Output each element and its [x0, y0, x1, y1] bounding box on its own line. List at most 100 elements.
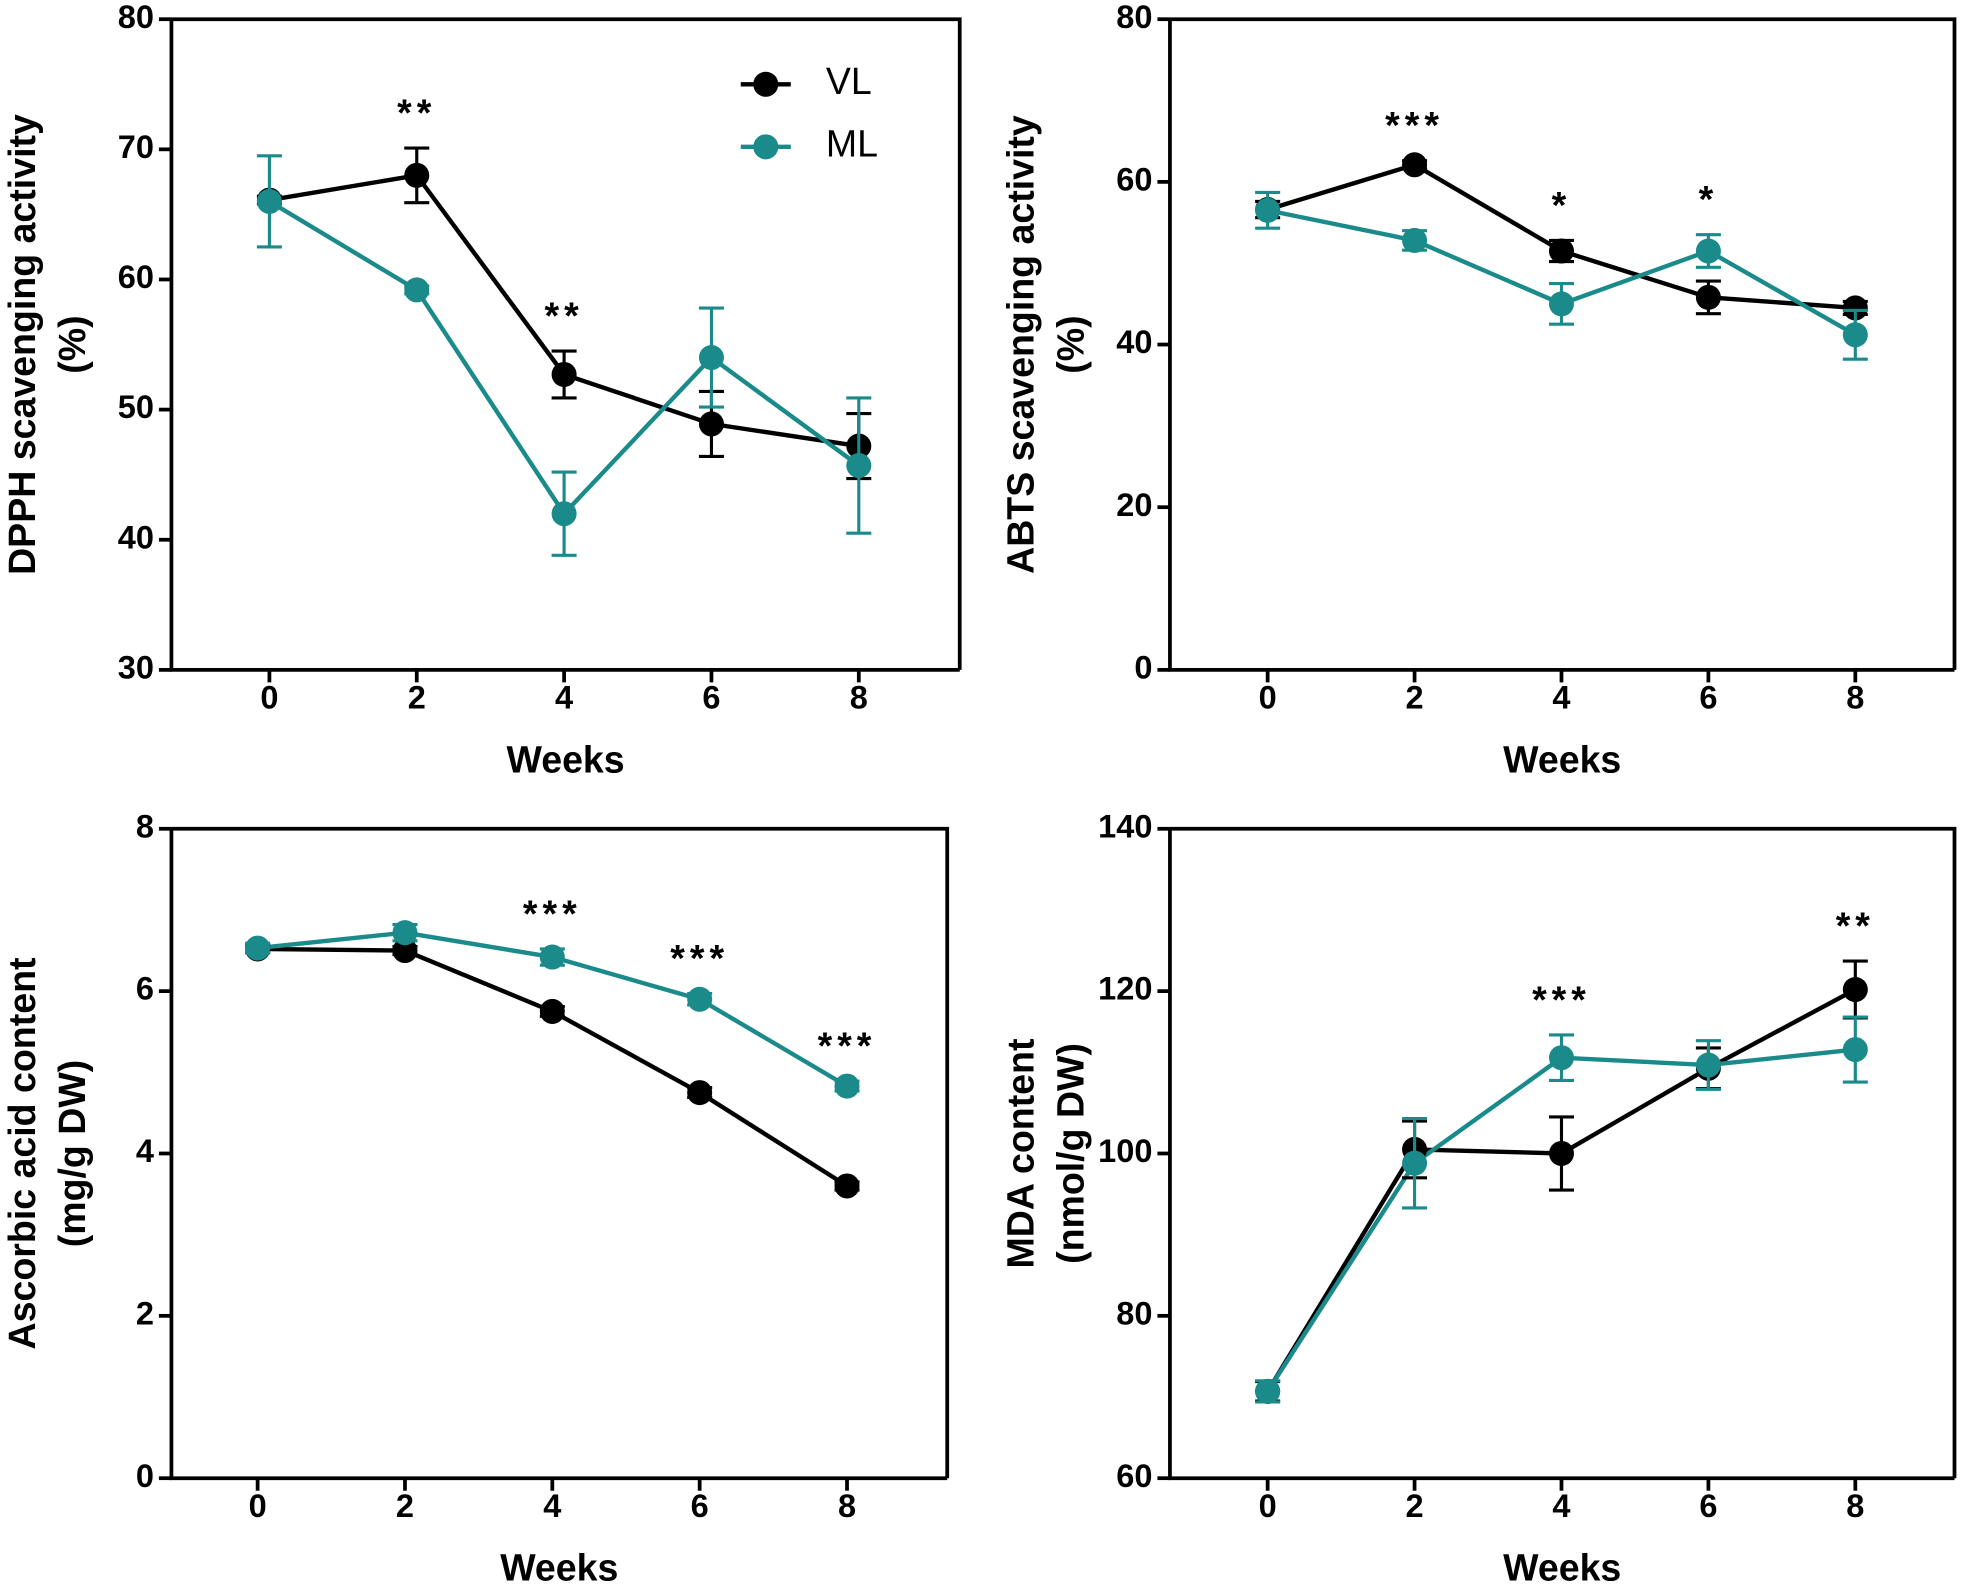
y-tick-label: 120 — [1098, 971, 1152, 1007]
data-point — [1695, 284, 1721, 310]
x-axis-label: Weeks — [500, 1547, 618, 1589]
data-point — [1255, 1378, 1281, 1404]
x-tick-label: 4 — [1552, 1488, 1570, 1524]
data-point — [539, 998, 565, 1024]
x-axis-label: Weeks — [1503, 1547, 1621, 1589]
data-point — [1548, 1140, 1574, 1167]
chart: 0 20 40 60 80 0 2 4 6 8 Weeks ABTS scavenging activ… — [999, 0, 1957, 780]
data-point — [687, 986, 713, 1012]
y-axis-label: (nmol/g DW) — [1050, 1043, 1092, 1264]
data-point — [1255, 197, 1281, 223]
x-tick-label: 2 — [1406, 1488, 1424, 1524]
data-point — [1842, 295, 1868, 321]
y-tick-label: 60 — [1116, 161, 1152, 197]
data-point — [404, 162, 430, 188]
x-tick-label: 0 — [1259, 1488, 1277, 1524]
data-point — [1695, 238, 1721, 264]
data-point — [687, 1080, 713, 1106]
x-tick-label: 4 — [1552, 679, 1570, 715]
x-tick-label: 8 — [1846, 679, 1864, 715]
significance-label: * — [1552, 184, 1572, 226]
axes — [1169, 826, 1957, 1479]
significance-label: ** — [397, 91, 436, 133]
y-tick-label: 60 — [1116, 1458, 1152, 1494]
y-tick-label: 70 — [118, 129, 154, 165]
series-line — [257, 946, 849, 1188]
y-tick-label: 8 — [136, 808, 154, 844]
legend-label: VL — [826, 60, 872, 102]
chart: 30 40 50 60 70 80 0 2 4 6 8 Weeks DPPH scavenging ac… — [1, 0, 962, 780]
x-axis-label: Weeks — [506, 738, 624, 780]
y-tick-label: 50 — [118, 389, 154, 425]
data-point — [1695, 1052, 1721, 1078]
x-tick-label: 0 — [1259, 679, 1277, 715]
chart: 60 80 100 120 140 0 2 4 6 8 Weeks MDA content (nmol/… — [999, 808, 1957, 1589]
significance-label: * — [1699, 178, 1719, 220]
data-point — [551, 361, 577, 387]
significance-label: *** — [523, 892, 582, 934]
y-axis-label: Ascorbic acid content — [1, 957, 43, 1349]
data-point — [698, 345, 724, 371]
y-axis-label: DPPH scavenging activity — [1, 114, 43, 575]
data-point — [404, 277, 430, 303]
y-axis-label: (%) — [51, 315, 93, 373]
axes — [171, 17, 962, 670]
significance-label: *** — [818, 1025, 877, 1067]
data-point — [1402, 1150, 1428, 1176]
x-tick-label: 2 — [408, 679, 426, 715]
significance-label: ** — [544, 294, 583, 336]
data-point — [834, 1073, 860, 1099]
data-point — [539, 944, 565, 970]
y-tick-label: 80 — [1116, 0, 1152, 35]
y-axis-label: (%) — [1050, 315, 1092, 373]
axes — [171, 826, 950, 1479]
data-point — [392, 938, 418, 964]
data-point — [1548, 238, 1574, 264]
data-point — [698, 411, 724, 437]
y-tick-label: 6 — [136, 971, 154, 1007]
data-point — [245, 935, 271, 961]
data-point — [256, 188, 282, 214]
y-tick-label: 100 — [1098, 1133, 1152, 1169]
x-tick-label: 6 — [702, 679, 720, 715]
x-tick-label: 4 — [543, 1488, 561, 1524]
x-axis-label: Weeks — [1503, 738, 1621, 780]
x-tick-label: 6 — [691, 1488, 709, 1524]
data-point — [1548, 1045, 1574, 1071]
y-tick-label: 40 — [1116, 324, 1152, 360]
data-point — [1402, 227, 1428, 253]
axes — [169, 19, 960, 672]
y-tick-label: 80 — [118, 0, 154, 35]
y-tick-label: 2 — [136, 1295, 154, 1331]
x-tick-label: 6 — [1699, 679, 1717, 715]
legend-marker — [753, 134, 779, 160]
x-tick-label: 2 — [1406, 679, 1424, 715]
y-tick-label: 60 — [118, 259, 154, 295]
x-tick-label: 2 — [396, 1488, 414, 1524]
x-tick-label: 6 — [1699, 1488, 1717, 1524]
axes — [1168, 19, 1955, 672]
data-point — [1842, 322, 1868, 348]
x-tick-label: 0 — [249, 1488, 267, 1524]
significance-label: *** — [670, 937, 729, 979]
y-axis-label: (mg/g DW) — [51, 1060, 93, 1248]
y-axis-label: ABTS scavenging activity — [999, 115, 1041, 574]
series-line — [1265, 1047, 1856, 1393]
x-tick-label: 4 — [555, 679, 573, 715]
data-point — [846, 453, 872, 479]
y-tick-label: 140 — [1098, 808, 1152, 844]
legend-label: ML — [826, 123, 878, 165]
significance-label: ** — [1836, 904, 1875, 946]
data-point — [392, 920, 418, 946]
data-point — [1842, 1037, 1868, 1063]
data-point — [551, 501, 577, 527]
y-axis-label: MDA content — [999, 1038, 1041, 1268]
data-point — [834, 1173, 860, 1199]
data-point — [1548, 291, 1574, 317]
y-tick-label: 30 — [118, 649, 154, 685]
chart: 0 2 4 6 8 0 2 4 6 8 Weeks Ascorbic acid content (mg/… — [1, 808, 950, 1589]
data-point — [1402, 152, 1428, 178]
y-tick-label: 80 — [1116, 1295, 1152, 1331]
significance-label: *** — [1385, 104, 1444, 146]
legend-marker — [753, 71, 779, 97]
